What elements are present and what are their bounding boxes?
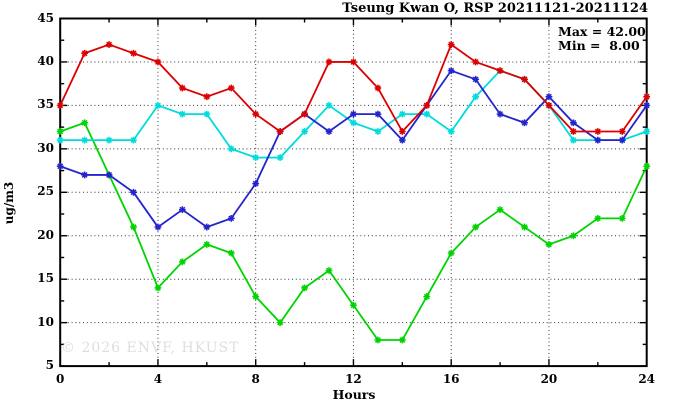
y-tick-label: 10: [37, 314, 54, 329]
y-tick-label: 5: [45, 358, 54, 373]
y-tick-label: 30: [37, 140, 54, 155]
day-2-blue-markers: [56, 67, 651, 231]
y-axis-title: ug/m3: [2, 181, 16, 225]
x-tick-label: 12: [345, 372, 362, 386]
watermark: © 2026 ENVF, HKUST: [61, 340, 240, 356]
x-tick-label: 0: [56, 372, 65, 386]
x-axis-title: Hours: [332, 387, 376, 402]
y-tick-label: 20: [37, 227, 54, 242]
y-tick-label: 15: [37, 271, 54, 286]
x-tick-label: 20: [540, 372, 558, 386]
max-min-annotation: Max = 42.00 Min = 8.00: [558, 25, 646, 53]
y-tick-label: 40: [37, 53, 54, 68]
x-tick-label: 8: [251, 372, 260, 386]
x-tick-label: 4: [153, 372, 163, 386]
x-tick-label: 16: [442, 372, 460, 386]
max-value-label: Max = 42.00: [558, 24, 646, 39]
x-tick-label: 24: [638, 372, 656, 386]
y-tick-label: 45: [37, 10, 54, 25]
y-tick-label: 35: [37, 97, 54, 112]
min-value-label: Min = 8.00: [558, 38, 640, 53]
chart-title: Tseung Kwan O, RSP 20211121-20211124: [342, 1, 648, 16]
day-1-red-markers: [56, 41, 651, 135]
y-tick-label: 25: [37, 184, 54, 199]
